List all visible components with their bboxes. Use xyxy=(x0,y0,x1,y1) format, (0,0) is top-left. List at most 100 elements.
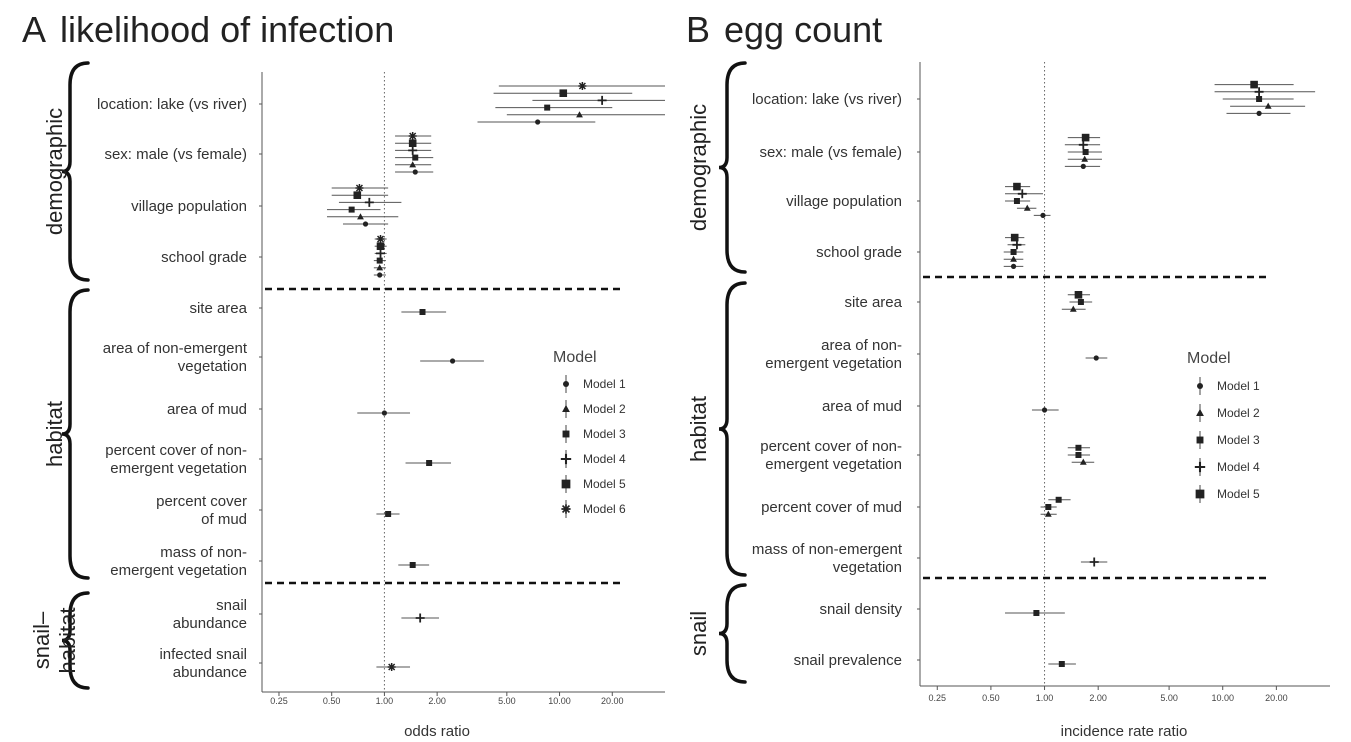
row-label-line: area of non- xyxy=(821,337,902,354)
point-model-3 xyxy=(1010,249,1017,255)
legend-label: Model 4 xyxy=(1217,460,1260,474)
point-model-1 xyxy=(1256,110,1262,116)
row-label-line: sex: male (vs female) xyxy=(759,144,902,161)
group-label-line: snail– xyxy=(29,611,54,669)
point-model-2 xyxy=(357,213,364,220)
x-tick-label: 2.00 xyxy=(428,696,446,706)
row-label-line: percent cover of non- xyxy=(760,438,902,455)
legend-label: Model 4 xyxy=(583,452,626,466)
point-model-1 xyxy=(377,272,383,278)
row-label: location: lake (vs river) xyxy=(97,96,247,113)
point-model-5 xyxy=(1250,80,1258,89)
legend-key-circle xyxy=(1197,383,1203,389)
group-brace xyxy=(61,61,90,282)
row-label-line: sex: male (vs female) xyxy=(104,146,247,163)
point-model-1 xyxy=(1041,407,1048,413)
row-label-line: vegetation xyxy=(178,358,247,375)
point-model-3 xyxy=(419,309,426,315)
legend-label: Model 2 xyxy=(1217,406,1260,420)
row-label: site area xyxy=(189,300,247,317)
group-label-line: snail xyxy=(686,611,711,656)
row-label-line: percent cover of non- xyxy=(105,442,247,459)
group-brace xyxy=(61,288,90,580)
row-label: location: lake (vs river) xyxy=(752,91,902,108)
legend-label: Model 3 xyxy=(1217,433,1260,447)
legend-label: Model 5 xyxy=(583,477,626,491)
point-model-4 xyxy=(1012,240,1022,250)
legend-label: Model 3 xyxy=(583,427,626,441)
point-model-4 xyxy=(1089,557,1099,567)
row-label-line: school grade xyxy=(816,244,902,261)
x-tick-label: 0.25 xyxy=(929,693,947,703)
point-model-4 xyxy=(1017,189,1027,199)
row-label-line: site area xyxy=(844,294,902,311)
point-model-2 xyxy=(1079,458,1087,465)
row-label: percent cover of mud xyxy=(156,493,247,528)
legend-title: Model xyxy=(1187,350,1231,367)
point-model-3 xyxy=(1033,610,1040,616)
point-model-1 xyxy=(1093,355,1099,361)
x-tick-label: 0.25 xyxy=(270,696,288,706)
row-label: area of non-emergent vegetation xyxy=(103,340,248,375)
point-model-1 xyxy=(449,358,456,364)
point-model-4 xyxy=(1254,87,1264,97)
point-model-6 xyxy=(355,184,364,192)
legend-label: Model 6 xyxy=(583,502,626,516)
row-label-line: percent cover of mud xyxy=(761,499,902,516)
row-label-line: infected snail xyxy=(159,646,247,663)
point-model-3 xyxy=(1075,452,1082,458)
point-model-1 xyxy=(362,221,369,227)
point-model-6 xyxy=(376,235,385,243)
legend-key-plus xyxy=(1194,461,1206,473)
row-label-line: mass of non- xyxy=(160,544,247,561)
legend-title: Model xyxy=(553,349,597,366)
point-model-4 xyxy=(376,248,386,258)
row-label: percent cover of non-emergent vegetation xyxy=(760,438,902,473)
point-model-1 xyxy=(1040,212,1046,218)
legend-key-star xyxy=(561,504,571,514)
row-label-line: area of non-emergent xyxy=(103,340,248,357)
row-label-line: emergent vegetation xyxy=(765,456,902,473)
point-model-2 xyxy=(1264,102,1272,109)
point-model-3 xyxy=(1077,299,1084,305)
row-label: sex: male (vs female) xyxy=(104,146,247,163)
point-model-1 xyxy=(381,410,388,416)
group-label: habitat xyxy=(42,401,67,467)
group-label-line: habitat xyxy=(42,401,67,467)
row-label-line: village population xyxy=(786,193,902,210)
legend-key-plus xyxy=(560,453,572,465)
legend-label: Model 1 xyxy=(1217,379,1260,393)
legend-key-bigsquare xyxy=(561,479,571,489)
point-model-3 xyxy=(544,104,551,111)
point-model-2 xyxy=(1023,204,1031,211)
row-label-line: emergent vegetation xyxy=(110,460,247,477)
legend-key-circle xyxy=(563,381,569,387)
row-label-line: emergent vegetation xyxy=(110,562,247,579)
x-tick-label: 20.00 xyxy=(601,696,624,706)
legend-label: Model 1 xyxy=(583,377,626,391)
legend-key-bigsquare xyxy=(1195,489,1205,499)
row-label-line: mass of non-emergent xyxy=(752,541,903,558)
point-model-3 xyxy=(1082,149,1089,155)
group-label-line: demographic xyxy=(686,104,711,231)
row-label: snail prevalence xyxy=(794,652,902,669)
legend-key-triangle xyxy=(1196,408,1204,416)
row-label-line: village population xyxy=(131,198,247,215)
x-axis-title: odds ratio xyxy=(404,723,470,740)
row-label: school grade xyxy=(161,249,247,266)
point-model-3 xyxy=(1075,444,1082,451)
point-model-2 xyxy=(1081,155,1089,162)
x-tick-label: 0.50 xyxy=(982,693,1000,703)
group-label: snail–habitat xyxy=(29,607,80,673)
point-model-1 xyxy=(412,169,418,175)
group-label: demographic xyxy=(42,108,67,235)
point-model-4 xyxy=(1078,140,1088,150)
row-label-line: abundance xyxy=(173,664,247,681)
row-label: mass of non-emergent vegetation xyxy=(110,544,247,579)
legend-key-square xyxy=(562,430,570,438)
point-model-3 xyxy=(348,206,355,213)
row-label: percent cover of mud xyxy=(761,499,902,516)
x-tick-label: 5.00 xyxy=(498,696,516,706)
row-label: village population xyxy=(131,198,247,215)
